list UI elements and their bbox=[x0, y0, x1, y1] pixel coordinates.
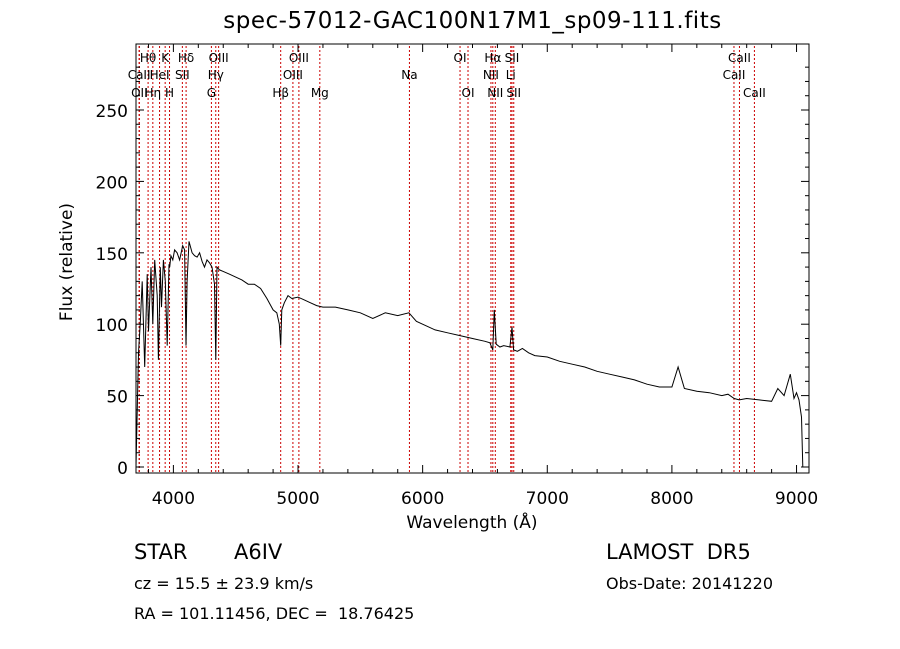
y-tick-label: 100 bbox=[96, 316, 128, 336]
y-tick-label: 150 bbox=[96, 245, 128, 265]
line-marker-label: CaII bbox=[128, 68, 151, 82]
line-marker-label: OI bbox=[462, 86, 475, 100]
line-marker-label: HeI bbox=[150, 68, 170, 82]
line-marker-label: Hθ bbox=[140, 51, 156, 65]
line-marker-label: Li bbox=[506, 68, 516, 82]
line-marker-label: CaII bbox=[728, 51, 751, 65]
line-marker-label: K bbox=[161, 51, 170, 65]
line-marker-label: Hβ bbox=[272, 86, 289, 100]
line-marker-label: H bbox=[165, 86, 174, 100]
chart-title: spec-57012-GAC100N17M1_sp09-111.fits bbox=[223, 8, 722, 34]
line-marker-label: G bbox=[207, 86, 216, 100]
x-tick-label: 5000 bbox=[276, 489, 319, 509]
line-marker-label: CaII bbox=[723, 68, 746, 82]
object-class: STAR bbox=[134, 540, 188, 564]
line-marker-label: Hη bbox=[145, 86, 162, 100]
observation-date: Obs-Date: 20141220 bbox=[606, 574, 774, 593]
x-axis-label: Wavelength (Å) bbox=[406, 511, 537, 533]
line-marker-label: OIII bbox=[283, 68, 303, 82]
line-marker-label: Mg bbox=[311, 86, 329, 100]
line-marker-label: SII bbox=[505, 51, 520, 65]
line-marker-label: CaII bbox=[743, 86, 766, 100]
line-marker-label: SII bbox=[175, 68, 190, 82]
redshift-velocity: cz = 15.5 ± 23.9 km/s bbox=[134, 574, 314, 593]
y-tick-label: 0 bbox=[117, 459, 128, 479]
line-marker-label: SII bbox=[506, 86, 521, 100]
line-marker-label: Hα bbox=[484, 51, 501, 65]
y-axis-label: Flux (relative) bbox=[57, 203, 77, 321]
x-tick-label: 8000 bbox=[650, 489, 693, 509]
x-tick-label: 7000 bbox=[526, 489, 569, 509]
plot-frame bbox=[135, 43, 810, 474]
survey-name: LAMOST DR5 bbox=[606, 540, 751, 564]
y-axis: 0 50 100 150 200 250 bbox=[96, 66, 809, 479]
x-tick-label: 4000 bbox=[152, 489, 195, 509]
line-marker-label: Hγ bbox=[208, 68, 224, 82]
object-subclass: A6IV bbox=[234, 540, 283, 564]
x-tick-label: 6000 bbox=[401, 489, 444, 509]
y-tick-label: 200 bbox=[96, 173, 128, 193]
line-marker-label: OII bbox=[131, 86, 148, 100]
x-axis: 4000 5000 6000 7000 8000 9000 bbox=[147, 44, 818, 509]
line-marker-label: Hδ bbox=[178, 51, 194, 65]
x-tick-label: 9000 bbox=[775, 489, 818, 509]
y-tick-label: 50 bbox=[106, 388, 128, 408]
line-marker-label: Na bbox=[401, 68, 417, 82]
line-marker-label: OI bbox=[454, 51, 467, 65]
coordinates: RA = 101.11456, DEC = 18.76425 bbox=[134, 604, 415, 623]
line-marker-label: OIII bbox=[289, 51, 309, 65]
y-tick-label: 250 bbox=[96, 102, 128, 122]
spectrum-line bbox=[135, 241, 804, 468]
line-marker-label: NII bbox=[487, 86, 503, 100]
line-marker-label: OIII bbox=[209, 51, 229, 65]
emission-line-markers bbox=[138, 46, 755, 473]
line-marker-label: NII bbox=[483, 68, 499, 82]
